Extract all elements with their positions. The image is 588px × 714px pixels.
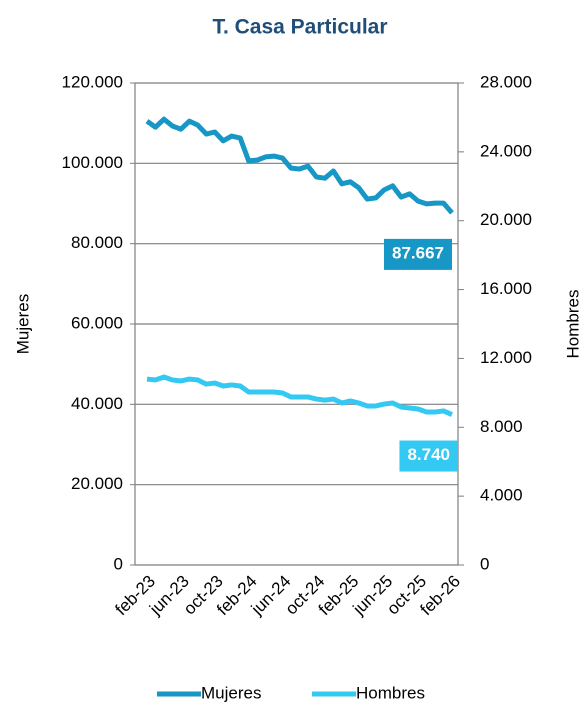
y-axis-title: Mujeres	[13, 294, 32, 354]
y-tick-label: 60.000	[71, 313, 123, 332]
value-label-box	[384, 238, 452, 270]
y-tick-label: 20.000	[71, 474, 123, 493]
chart-title: T. Casa Particular	[212, 16, 387, 39]
y2-tick-label: 8.000	[480, 417, 523, 436]
y2-tick-label: 28.000	[480, 72, 532, 91]
legend-label: Mujeres	[201, 683, 261, 702]
y-tick-label: 40.000	[71, 394, 123, 413]
y2-tick-label: 16.000	[480, 279, 532, 298]
value-label: 87.667	[392, 243, 444, 262]
y-tick-label: 100.000	[62, 153, 123, 172]
y2-tick-label: 4.000	[480, 486, 523, 505]
series-line	[145, 116, 454, 215]
y-tick-label: 0	[114, 554, 123, 573]
y2-tick-label: 20.000	[480, 210, 532, 229]
y2-tick-label: 12.000	[480, 348, 532, 367]
y-tick-label: 120.000	[62, 72, 123, 91]
legend-label: Hombres	[356, 683, 425, 702]
value-label: 8.740	[407, 445, 450, 464]
value-label-box	[399, 440, 458, 472]
y2-tick-label: 0	[480, 554, 489, 573]
y2-tick-label: 24.000	[480, 141, 532, 160]
y2-axis-title: Hombres	[563, 290, 582, 359]
series-line	[146, 374, 453, 417]
y-tick-label: 80.000	[71, 233, 123, 252]
